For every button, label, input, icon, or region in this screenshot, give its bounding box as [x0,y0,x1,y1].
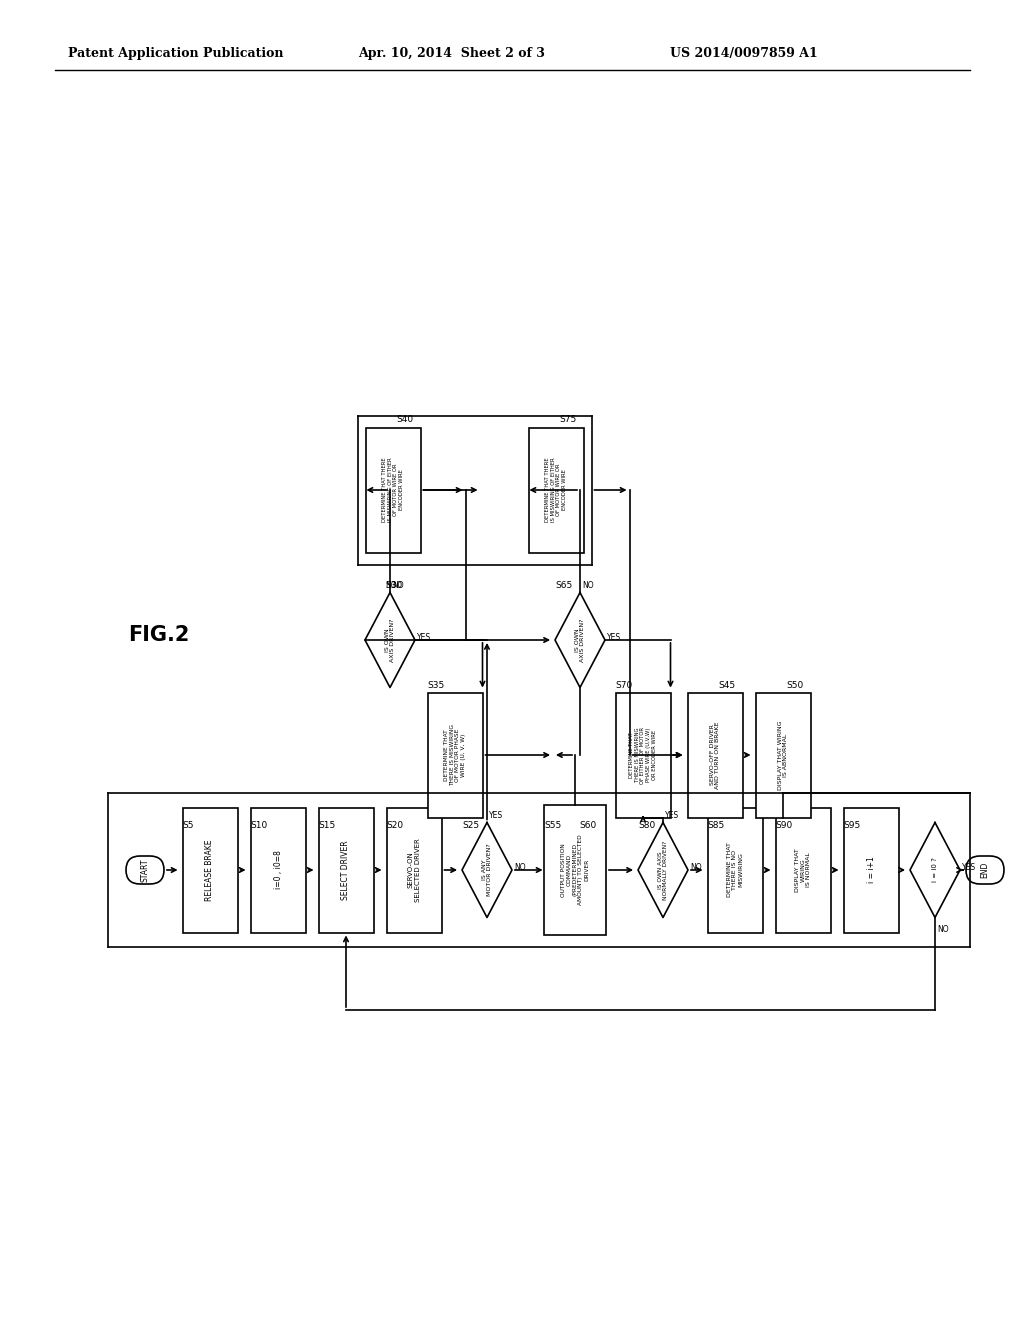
Bar [756,693,811,817]
Text: SERVO-ON
SELECTED DRIVER: SERVO-ON SELECTED DRIVER [408,838,421,902]
Text: i = i+1: i = i+1 [866,857,876,883]
Text: YES: YES [417,632,431,642]
Text: YES: YES [665,812,679,821]
Text: SELECT DRIVER: SELECT DRIVER [341,841,350,900]
Text: i=0 , i0=8: i=0 , i0=8 [273,850,283,890]
FancyBboxPatch shape [966,855,1004,884]
Text: YES: YES [962,862,976,871]
Text: DISPLAY THAT WIRING
IS ABNORMAL: DISPLAY THAT WIRING IS ABNORMAL [777,721,788,789]
Text: IS OWN
AXIS DRIVEN?: IS OWN AXIS DRIVEN? [385,618,395,661]
Text: S20: S20 [386,821,403,830]
Text: US 2014/0097859 A1: US 2014/0097859 A1 [670,46,818,59]
Text: DETERMINE THAT THERE
IS MISWIRING OF EITHER
OF MOTOR WIRE OR
ENCODER WIRE: DETERMINE THAT THERE IS MISWIRING OF EIT… [382,458,404,523]
Text: S15: S15 [318,821,336,830]
Text: S85: S85 [708,821,725,830]
Bar [844,808,898,932]
Text: DETERMINE THAT THERE
IS MISWIRING OF EITHER
OF MOTOR WIRE OR
ENCODER WIRE: DETERMINE THAT THERE IS MISWIRING OF EIT… [545,458,567,523]
Bar [615,693,671,817]
Bar [182,808,238,932]
Text: S25: S25 [462,821,479,830]
Text: DETERMINE THAT
THERE IS MISWIRING
OF EITHER OF MOTOR
PHASE WIRE (U,V,W)
OR ENCOD: DETERMINE THAT THERE IS MISWIRING OF EIT… [629,726,657,784]
Text: S90: S90 [775,821,793,830]
Text: S50: S50 [786,681,803,689]
Text: NO: NO [385,581,396,590]
FancyBboxPatch shape [126,855,164,884]
Text: END: END [981,862,989,878]
Text: i = i0 ?: i = i0 ? [932,858,938,883]
Text: RELEASE BRAKE: RELEASE BRAKE [206,840,214,900]
Text: S35: S35 [427,681,444,689]
Text: S55: S55 [544,821,561,830]
Bar [366,428,421,553]
Bar [708,808,763,932]
Text: S5: S5 [182,821,194,830]
Text: IS ANY
MOTOR DRIVEN?: IS ANY MOTOR DRIVEN? [481,843,493,896]
Text: START: START [140,858,150,882]
Text: FIG.2: FIG.2 [128,624,189,645]
Text: OUTPUT POSITION
COMMAND
(PREDETERMINED
AMOUNT) TO SELECTED
DRIVER: OUTPUT POSITION COMMAND (PREDETERMINED A… [561,834,589,906]
Bar [775,808,830,932]
Text: Apr. 10, 2014  Sheet 2 of 3: Apr. 10, 2014 Sheet 2 of 3 [358,46,545,59]
Bar [318,808,374,932]
Bar [528,428,584,553]
Text: S10: S10 [251,821,267,830]
Text: NO: NO [937,925,948,935]
Text: SERVO-OFF DRIVER
AND TURN ON BRAKE: SERVO-OFF DRIVER AND TURN ON BRAKE [710,721,721,789]
Text: IS OWN
AXIS DRIVEN?: IS OWN AXIS DRIVEN? [574,618,586,661]
Text: Patent Application Publication: Patent Application Publication [68,46,284,59]
Text: IS OWN AXIS
NORMALLY DRIVEN?: IS OWN AXIS NORMALLY DRIVEN? [657,841,669,900]
Text: S65: S65 [555,581,572,590]
Text: S45: S45 [718,681,735,689]
Text: DETERMINE THAT
THERE IS NO
MISWIRING: DETERMINE THAT THERE IS NO MISWIRING [727,842,743,898]
Text: S70: S70 [615,681,633,689]
Text: S40: S40 [396,416,413,425]
Text: S30: S30 [385,581,402,590]
Bar [687,693,742,817]
Text: YES: YES [489,812,503,821]
Text: S95: S95 [844,821,861,830]
Bar [251,808,305,932]
Text: NO: NO [690,862,701,871]
Bar [427,693,482,817]
Text: DETERMINE THAT
THERE IS MISWIRING
OF MOTOR PHASE
WIRE (U, V, W): DETERMINE THAT THERE IS MISWIRING OF MOT… [443,723,466,785]
Text: NO: NO [392,582,403,590]
Text: S75: S75 [559,416,577,425]
Text: S80: S80 [638,821,655,830]
Text: DISPLAY THAT
WIRING
IS NORMAL: DISPLAY THAT WIRING IS NORMAL [795,849,811,892]
Text: NO: NO [582,582,594,590]
Text: YES: YES [607,632,622,642]
Text: NO: NO [514,862,525,871]
Bar [386,808,441,932]
Text: S60: S60 [579,821,596,830]
Bar [544,805,606,935]
